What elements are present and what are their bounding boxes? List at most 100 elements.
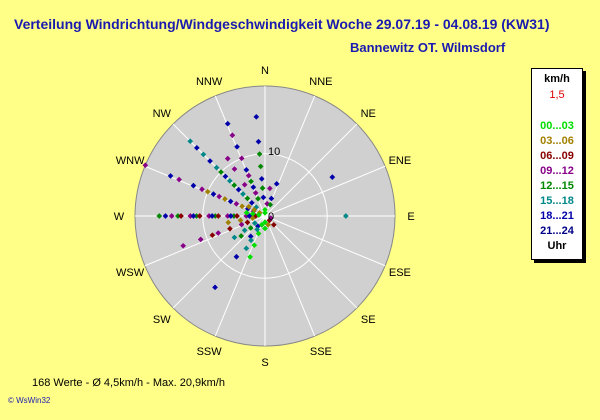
- spoke-NNE: [264, 95, 316, 217]
- data-point-15-1: [258, 175, 265, 182]
- data-point-34-2: [246, 203, 252, 210]
- legend-footer: Uhr: [547, 240, 567, 252]
- direction-label-ENE: ENE: [389, 155, 412, 167]
- data-point-25-1: [238, 233, 245, 239]
- direction-labels: 10 0 N NNE NE ENE E ESE SE SSE S SSW SW WSW W WNW NW NNW: [114, 65, 415, 369]
- data-point-24-1: [241, 227, 248, 234]
- direction-label-E: E: [407, 211, 414, 223]
- data-point-8-3: [213, 164, 220, 171]
- spoke-SW: [172, 215, 266, 309]
- data-point-8-4: [200, 151, 207, 158]
- data-point-28-2: [243, 245, 250, 252]
- direction-label-ESE: ESE: [389, 267, 411, 279]
- direction-label-S: S: [261, 357, 268, 369]
- data-points: [142, 114, 349, 291]
- data-point-22-3: [180, 242, 186, 249]
- data-point-12-0: [252, 190, 259, 196]
- direction-label-SE: SE: [361, 314, 376, 326]
- data-point-9-0: [248, 199, 255, 206]
- spoke-WNW: [144, 165, 266, 217]
- data-point-28-0: [254, 226, 261, 233]
- data-point-0-4: [175, 213, 181, 219]
- data-point-18-1: [273, 181, 280, 187]
- direction-label-W: W: [114, 211, 125, 223]
- direction-label-NNW: NNW: [196, 76, 223, 88]
- data-point-11-0: [241, 181, 248, 188]
- legend-item-6: 18...21: [540, 210, 574, 222]
- data-point-12-3: [229, 132, 236, 139]
- data-point-23-1: [227, 225, 233, 232]
- data-point-10-1: [231, 182, 238, 189]
- data-point-12-1: [245, 172, 252, 179]
- data-point-13-2: [234, 143, 240, 150]
- data-point-21-0: [343, 213, 349, 219]
- data-point-1-1: [224, 213, 231, 219]
- polar-grid: [134, 85, 396, 347]
- legend-item-0: 00...03: [540, 120, 574, 132]
- chart-title: Verteilung Windrichtung/Windgeschwindigk…: [14, 16, 550, 32]
- data-point-17-1: [267, 185, 273, 192]
- data-point-16-0: [259, 185, 266, 191]
- software-credit: © WsWin32: [8, 396, 51, 405]
- spoke-NW: [172, 123, 266, 217]
- data-point-2-2: [215, 213, 222, 219]
- data-point-30-0: [268, 215, 274, 221]
- legend-item-3: 09...12: [540, 165, 574, 177]
- direction-label-NE: NE: [361, 108, 376, 120]
- data-point-6-0: [239, 203, 245, 210]
- data-point-4-1: [233, 201, 240, 207]
- legend-item-2: 06...09: [540, 150, 574, 162]
- legend-unit: km/h: [544, 73, 570, 85]
- data-point-0-3: [193, 213, 200, 219]
- data-point-8-5: [187, 138, 194, 145]
- data-point-36-1: [237, 217, 244, 224]
- data-point-8-1: [240, 191, 246, 197]
- data-point-15-2: [255, 138, 262, 145]
- data-point-5-2: [210, 191, 217, 197]
- data-point-5-3: [190, 182, 197, 189]
- data-point-24-0: [251, 220, 258, 226]
- data-point-4-4: [176, 176, 182, 183]
- direction-label-SSE: SSE: [310, 346, 332, 358]
- station-name: Bannewitz OT. Wilmsdorf: [350, 40, 506, 55]
- spoke-SSE: [264, 215, 316, 337]
- data-point-9-4: [193, 144, 200, 151]
- spoke-ESE: [264, 215, 386, 267]
- data-point-18-0: [268, 195, 275, 202]
- data-point-9-3: [207, 158, 213, 164]
- direction-label-SSW: SSW: [197, 346, 223, 358]
- spoke-NE: [264, 123, 358, 217]
- data-point-13-1: [243, 167, 250, 173]
- data-point-31-0: [262, 219, 268, 226]
- data-point-35-2: [243, 209, 250, 216]
- data-point-10-0: [244, 195, 251, 202]
- data-point-4-2: [216, 193, 223, 200]
- data-point-33-1: [262, 206, 268, 213]
- legend-item-4: 12...15: [540, 180, 574, 192]
- data-point-2-3: [196, 213, 203, 219]
- data-point-13-3: [224, 120, 231, 127]
- direction-label-NNE: NNE: [309, 76, 332, 88]
- data-point-26-3: [212, 284, 218, 291]
- data-point-6-2: [204, 188, 211, 195]
- data-point-3-2: [209, 213, 215, 219]
- data-point-35-1: [249, 211, 256, 217]
- data-point-35-0: [256, 212, 262, 218]
- data-point-5-1: [227, 198, 234, 205]
- direction-label-NW: NW: [153, 108, 172, 120]
- data-point-9-2: [222, 173, 229, 180]
- data-point-25-0: [247, 225, 254, 231]
- data-point-26-2: [233, 253, 240, 260]
- data-point-31-1: [262, 225, 268, 232]
- spoke-NNW: [214, 95, 266, 217]
- data-point-1-2: [206, 213, 212, 219]
- data-point-19-0: [267, 201, 274, 208]
- data-point-23-0: [244, 219, 251, 226]
- data-point-26-1: [247, 233, 254, 240]
- data-point-16-1: [257, 163, 264, 170]
- legend-scale-value: 1,5: [549, 89, 565, 101]
- direction-label-N: N: [261, 65, 269, 77]
- data-point-36-2: [225, 219, 232, 226]
